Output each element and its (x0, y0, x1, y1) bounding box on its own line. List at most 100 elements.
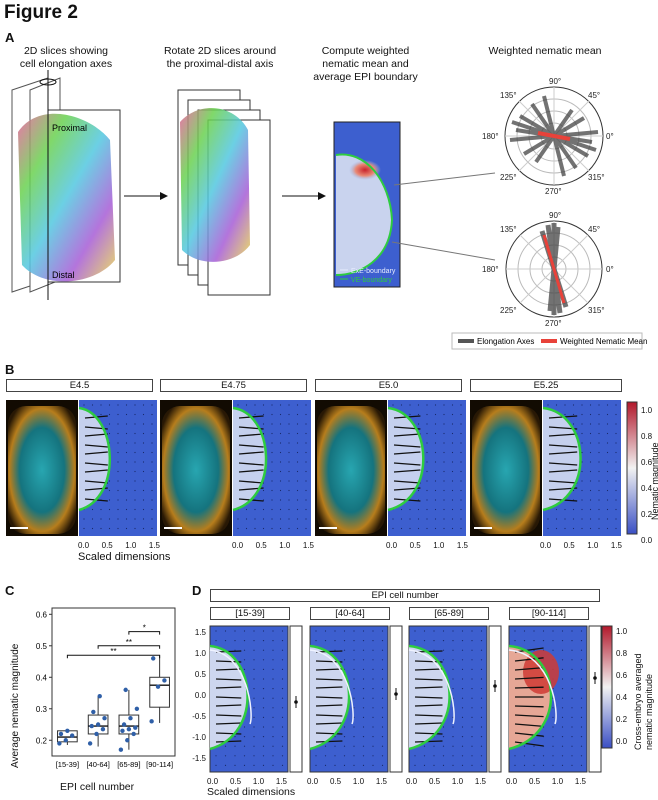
nematic-vector (315, 740, 343, 743)
grid-dot (262, 489, 265, 492)
grid-dot (452, 678, 454, 680)
grid-dot (296, 489, 299, 492)
polar1-angle-45: 45° (588, 91, 600, 100)
grid-dot (552, 716, 554, 718)
grid-dot (245, 518, 248, 520)
grid-dot (296, 527, 299, 530)
grid-dot (272, 745, 274, 747)
grid-dot (606, 499, 609, 501)
grid-dot (117, 489, 119, 492)
grid-dot (581, 432, 583, 435)
grid-dot (598, 404, 600, 406)
grid-dot (353, 678, 355, 680)
grid-dot (581, 442, 583, 444)
panel-d-yticks: 1.5 1.0 0.5 0.0 -0.5 -1.0 -1.5 (186, 622, 206, 769)
grid-dot (296, 413, 299, 416)
grid-dot (434, 432, 437, 435)
panel-d-colorbar (601, 625, 613, 749)
grid-dot (254, 404, 256, 406)
significance-label: * (143, 624, 146, 633)
grid-dot (433, 745, 435, 747)
grid-dot (561, 726, 564, 728)
significance-bracket (128, 631, 161, 635)
grid-dot (271, 489, 273, 492)
grid-dot (372, 716, 374, 718)
grid-dot (362, 726, 365, 728)
grid-dot (234, 764, 236, 766)
grid-dot (381, 630, 384, 632)
grid-dot (451, 442, 454, 444)
grid-dot (372, 755, 374, 757)
grid-dot (598, 508, 600, 511)
grid-dot (443, 499, 445, 501)
grid-dot (442, 755, 445, 757)
grid-dot (460, 527, 462, 530)
nematic-vector (215, 686, 242, 689)
grid-dot (426, 527, 428, 530)
nematic-vector (215, 722, 242, 725)
stage-panel-1 (6, 400, 157, 536)
b-cbar-tick-6: 0.0 (641, 536, 653, 545)
grid-dot (372, 668, 374, 670)
grid-dot (324, 745, 327, 747)
grid-dot (460, 442, 462, 444)
grid-dot (514, 764, 516, 766)
grid-dot (134, 404, 136, 406)
grid-dot (442, 649, 445, 651)
grid-dot (580, 707, 583, 709)
grid-dot (471, 764, 473, 766)
grid-dot (571, 726, 573, 728)
grid-dot (281, 745, 284, 747)
grid-dot (315, 764, 317, 766)
panel-b-letter: B (5, 362, 15, 377)
grid-dot (262, 688, 265, 690)
grid-dot (134, 508, 136, 511)
grid-dot (362, 716, 365, 718)
grid-dot (561, 668, 564, 670)
grid-dot (589, 518, 592, 520)
grid-dot (281, 697, 284, 699)
grid-dot (580, 630, 583, 632)
grid-dot (452, 688, 454, 690)
grid-dot (606, 451, 609, 454)
avg-panel-3 (408, 625, 502, 773)
grid-dot (234, 630, 236, 632)
errorbar-point (593, 676, 597, 680)
grid-dot (279, 508, 282, 511)
grid-dot (262, 640, 265, 642)
polar1-angle-180: 180° (482, 132, 499, 141)
grid-dot (598, 413, 600, 416)
legend-nematic-label: Weighted Nematic Mean (560, 337, 647, 346)
grid-dot (606, 413, 609, 416)
grid-dot (362, 630, 365, 632)
grid-dot (353, 688, 355, 690)
grid-dot (542, 630, 545, 632)
ve-boundary-line (408, 644, 451, 751)
grid-dot (426, 470, 428, 473)
grid-dot (615, 451, 617, 454)
grid-dot (615, 413, 617, 416)
grid-dot (555, 527, 558, 530)
grid-dot (381, 755, 384, 757)
grid-dot (514, 630, 516, 632)
grid-dot (434, 499, 437, 501)
grid-dot (253, 640, 255, 642)
grid-dot (400, 518, 403, 520)
grid-dot (547, 527, 549, 530)
grid-dot (134, 451, 136, 454)
b4-xtick-0: 0.0 (540, 541, 552, 550)
grid-dot (606, 518, 609, 520)
grid-dot (243, 630, 246, 632)
grid-dot (615, 432, 617, 435)
grid-dot (151, 413, 153, 416)
grid-dot (343, 736, 346, 738)
grid-dot (552, 649, 554, 651)
grid-dot (151, 470, 153, 473)
grid-dot (417, 404, 420, 406)
step2-caption-line2: the proximal-distal axis (166, 58, 274, 70)
data-point (118, 747, 124, 752)
d-cbar-tick-4: 0.4 (616, 693, 628, 702)
nematic-vector (548, 462, 578, 466)
grid-dot (433, 764, 435, 766)
grid-dot (362, 640, 365, 642)
